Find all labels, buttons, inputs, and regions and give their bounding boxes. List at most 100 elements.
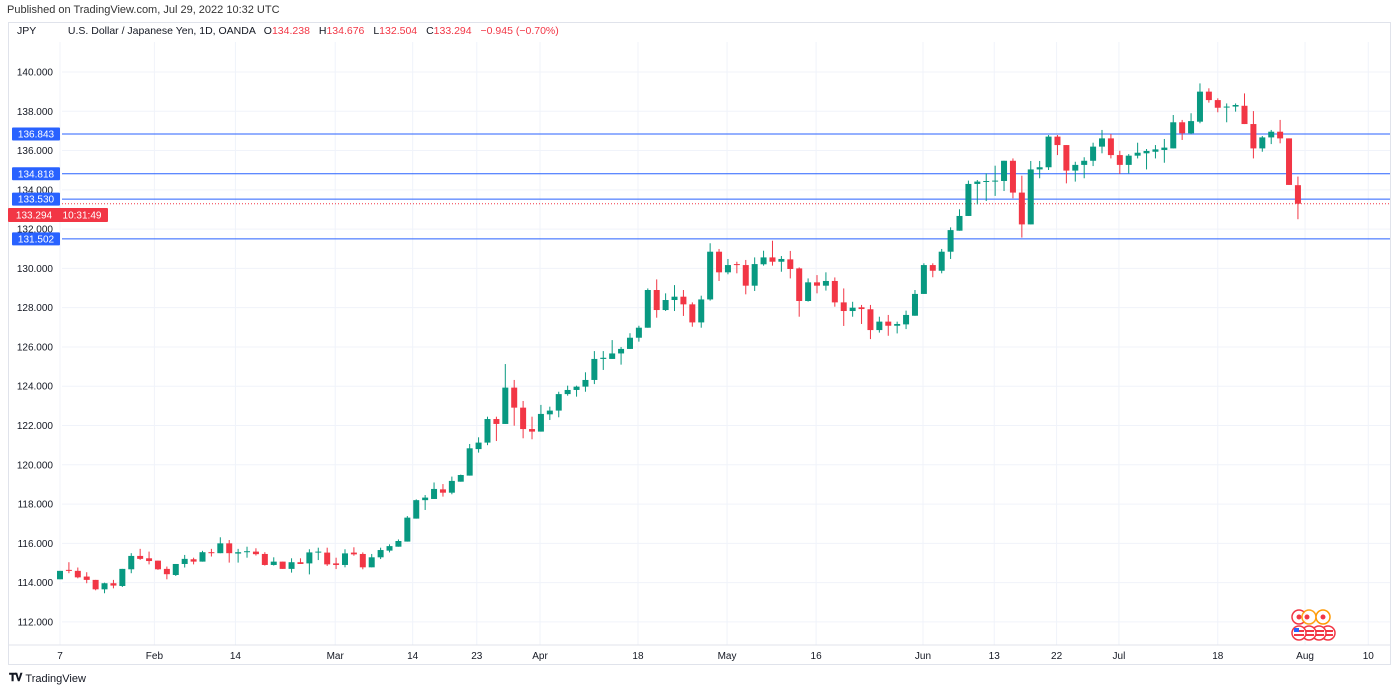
candle-body xyxy=(858,307,865,310)
candle-body xyxy=(110,583,117,586)
candle-body xyxy=(119,568,126,586)
candle-body xyxy=(1250,124,1257,149)
candle-body xyxy=(1054,136,1061,146)
candle xyxy=(1294,176,1301,220)
countdown-label: 10:31:49 xyxy=(63,211,102,222)
candle xyxy=(965,180,972,216)
x-tick-label: 14 xyxy=(407,651,419,662)
candle-body xyxy=(359,553,366,568)
candle-body xyxy=(787,259,794,269)
candle xyxy=(511,379,518,426)
candle-body xyxy=(1179,122,1186,134)
candle xyxy=(609,340,616,359)
candle-body xyxy=(386,546,393,551)
candle-body xyxy=(1232,104,1239,107)
candle-body xyxy=(1090,146,1097,161)
candle xyxy=(1009,158,1016,199)
change-value: −0.945 (−0.70%) xyxy=(480,25,559,37)
candle xyxy=(635,325,642,342)
candle-body xyxy=(1294,185,1301,204)
candle-body xyxy=(1081,160,1088,165)
candle-body xyxy=(350,552,357,555)
tradingview-logo-icon: 𝐓𝐕 xyxy=(9,672,22,684)
chart-frame xyxy=(8,22,1391,665)
x-tick-label: 10 xyxy=(1363,651,1375,662)
price-tag xyxy=(12,232,60,246)
candle xyxy=(172,563,179,576)
candle xyxy=(1116,150,1123,174)
candle xyxy=(1286,138,1293,185)
candle-body xyxy=(1099,138,1106,147)
x-tick-label: 23 xyxy=(471,651,483,662)
symbol-label: JPY xyxy=(17,25,37,37)
event-icon[interactable] xyxy=(1301,609,1317,625)
candle xyxy=(1143,148,1150,170)
x-tick-label: 14 xyxy=(230,651,242,662)
x-tick-label: May xyxy=(718,651,737,662)
candle xyxy=(1188,113,1195,135)
candle-body xyxy=(163,568,170,575)
price-axis: 112.000 114.000 116.000 118.000 120.000 122.0… xyxy=(17,68,54,629)
candle-body xyxy=(137,555,144,559)
candle-body xyxy=(529,429,536,432)
candle-body xyxy=(208,552,215,554)
candle xyxy=(644,288,651,328)
us-flag-event-icon[interactable] xyxy=(1291,625,1336,641)
candle xyxy=(484,416,491,446)
candle xyxy=(1045,135,1052,171)
candle-body xyxy=(618,348,625,354)
candle xyxy=(618,346,625,365)
candle xyxy=(1072,161,1079,182)
candle xyxy=(680,290,687,316)
candle xyxy=(573,385,580,397)
candle xyxy=(1081,157,1088,179)
y-tick-label: 136.000 xyxy=(17,146,54,157)
candle xyxy=(341,549,348,568)
candle xyxy=(733,261,740,274)
candle xyxy=(74,567,81,579)
candle-body xyxy=(680,296,687,305)
candle xyxy=(431,482,438,499)
candle xyxy=(146,551,153,565)
candle xyxy=(1259,136,1266,152)
candle xyxy=(65,562,72,574)
candle-body xyxy=(920,265,927,294)
candle xyxy=(787,250,794,279)
candle-body xyxy=(1036,167,1043,170)
y-tick-label: 134.000 xyxy=(17,185,54,196)
candle-body xyxy=(635,327,642,338)
candle-body xyxy=(413,500,420,519)
candle-body xyxy=(457,475,464,482)
candle xyxy=(956,209,963,231)
x-tick-label: Mar xyxy=(327,651,345,662)
event-icon[interactable] xyxy=(1315,609,1331,625)
price-tag xyxy=(12,192,60,206)
candle xyxy=(1036,160,1043,179)
candle-body xyxy=(822,280,829,286)
candle-body xyxy=(261,553,268,565)
candle-body xyxy=(796,268,803,302)
candle xyxy=(119,568,126,587)
candle-body xyxy=(1170,122,1177,149)
close-key: C xyxy=(426,25,434,37)
candle xyxy=(377,547,384,560)
candle-body xyxy=(404,517,411,542)
price-tag xyxy=(12,167,60,181)
candle xyxy=(1125,154,1132,174)
candle xyxy=(983,173,990,202)
candle xyxy=(404,516,411,542)
candle-body xyxy=(1161,147,1168,150)
candle-body xyxy=(546,410,553,415)
horizontal-lines xyxy=(62,133,1390,240)
candle-body xyxy=(270,561,277,565)
candle xyxy=(742,259,749,295)
candle-body xyxy=(217,543,224,554)
candle xyxy=(903,310,910,330)
candle-body xyxy=(1196,91,1203,122)
candle xyxy=(653,279,660,318)
candle-body xyxy=(466,448,473,476)
candle-body xyxy=(876,321,883,331)
candle-body xyxy=(368,557,375,568)
candle-body xyxy=(448,480,455,493)
